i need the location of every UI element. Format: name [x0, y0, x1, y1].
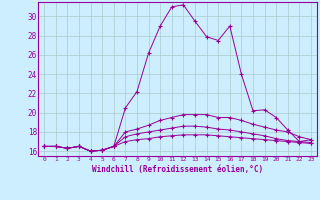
X-axis label: Windchill (Refroidissement éolien,°C): Windchill (Refroidissement éolien,°C)	[92, 165, 263, 174]
